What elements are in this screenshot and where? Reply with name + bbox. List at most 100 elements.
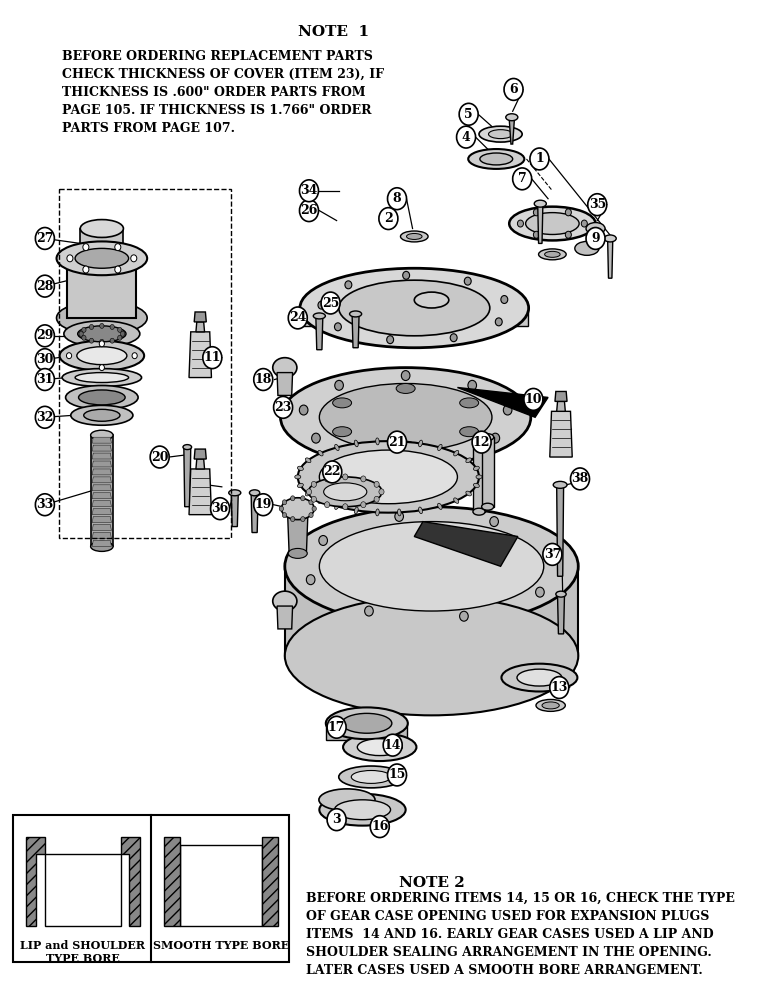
Circle shape	[533, 231, 540, 238]
Circle shape	[66, 353, 72, 359]
Ellipse shape	[396, 384, 415, 393]
Ellipse shape	[479, 126, 522, 142]
Polygon shape	[90, 435, 113, 546]
Ellipse shape	[534, 200, 547, 207]
Polygon shape	[93, 533, 111, 538]
Text: NOTE 2: NOTE 2	[398, 876, 465, 890]
Circle shape	[581, 220, 587, 227]
Polygon shape	[93, 461, 111, 467]
Circle shape	[283, 513, 286, 518]
Circle shape	[530, 148, 549, 170]
Polygon shape	[67, 258, 137, 318]
Polygon shape	[195, 449, 206, 459]
Polygon shape	[93, 477, 111, 483]
Ellipse shape	[517, 669, 562, 686]
Ellipse shape	[339, 766, 404, 788]
Ellipse shape	[473, 439, 485, 446]
Circle shape	[36, 228, 54, 249]
Circle shape	[254, 494, 273, 516]
Circle shape	[312, 433, 320, 443]
Text: 14: 14	[384, 739, 401, 752]
Ellipse shape	[306, 491, 311, 496]
Text: 33: 33	[36, 498, 53, 511]
Ellipse shape	[56, 301, 147, 335]
Ellipse shape	[309, 477, 382, 507]
Text: 25: 25	[322, 297, 339, 310]
Ellipse shape	[320, 794, 405, 826]
Circle shape	[334, 323, 341, 331]
Text: 16: 16	[371, 820, 388, 833]
Ellipse shape	[334, 800, 391, 820]
Polygon shape	[327, 722, 408, 740]
Ellipse shape	[480, 153, 513, 165]
Polygon shape	[557, 487, 564, 576]
Text: 18: 18	[255, 373, 272, 386]
Polygon shape	[352, 316, 359, 348]
Circle shape	[565, 209, 571, 216]
Circle shape	[374, 481, 379, 487]
Polygon shape	[196, 322, 205, 332]
Circle shape	[115, 266, 121, 273]
Circle shape	[524, 388, 543, 410]
Polygon shape	[608, 238, 613, 278]
Ellipse shape	[300, 268, 529, 348]
Circle shape	[318, 301, 325, 309]
Ellipse shape	[80, 249, 124, 267]
Text: 29: 29	[36, 329, 53, 342]
Circle shape	[309, 500, 313, 505]
Circle shape	[110, 338, 114, 343]
Ellipse shape	[466, 458, 472, 463]
Text: 7: 7	[518, 172, 527, 185]
Ellipse shape	[80, 220, 124, 237]
Text: 27: 27	[36, 232, 53, 245]
Circle shape	[388, 188, 407, 210]
Polygon shape	[415, 522, 518, 566]
Ellipse shape	[90, 430, 113, 440]
Circle shape	[321, 292, 340, 314]
Text: 26: 26	[300, 204, 317, 217]
Ellipse shape	[418, 507, 422, 514]
Polygon shape	[251, 495, 258, 533]
Circle shape	[300, 405, 308, 415]
Ellipse shape	[454, 450, 459, 456]
Ellipse shape	[62, 369, 141, 386]
Circle shape	[548, 548, 557, 558]
Ellipse shape	[351, 770, 391, 783]
Text: 12: 12	[473, 436, 490, 449]
Circle shape	[100, 339, 104, 344]
Circle shape	[587, 194, 607, 216]
Polygon shape	[93, 453, 111, 459]
Circle shape	[364, 606, 374, 616]
Polygon shape	[277, 606, 293, 629]
Circle shape	[450, 334, 457, 342]
Ellipse shape	[354, 440, 358, 447]
Circle shape	[300, 517, 305, 522]
Circle shape	[533, 209, 540, 216]
Circle shape	[323, 461, 342, 483]
Circle shape	[311, 496, 317, 502]
Ellipse shape	[459, 398, 479, 408]
Ellipse shape	[229, 490, 241, 496]
Text: 30: 30	[36, 353, 53, 366]
Ellipse shape	[66, 385, 138, 409]
Circle shape	[283, 500, 286, 505]
Circle shape	[565, 231, 571, 238]
Circle shape	[115, 244, 121, 251]
Polygon shape	[510, 119, 514, 144]
Text: SMOOTH TYPE BORE: SMOOTH TYPE BORE	[153, 940, 289, 951]
Circle shape	[83, 266, 89, 273]
Text: 31: 31	[36, 373, 53, 386]
Polygon shape	[316, 318, 323, 350]
Ellipse shape	[335, 503, 339, 509]
Polygon shape	[121, 837, 140, 926]
Text: 32: 32	[36, 411, 53, 424]
Circle shape	[90, 324, 93, 329]
Ellipse shape	[297, 466, 303, 470]
Circle shape	[311, 481, 317, 487]
Text: 3: 3	[332, 813, 341, 826]
Ellipse shape	[295, 475, 301, 479]
Polygon shape	[557, 596, 564, 634]
Circle shape	[571, 468, 590, 490]
Text: 19: 19	[255, 498, 272, 511]
Ellipse shape	[285, 596, 578, 715]
